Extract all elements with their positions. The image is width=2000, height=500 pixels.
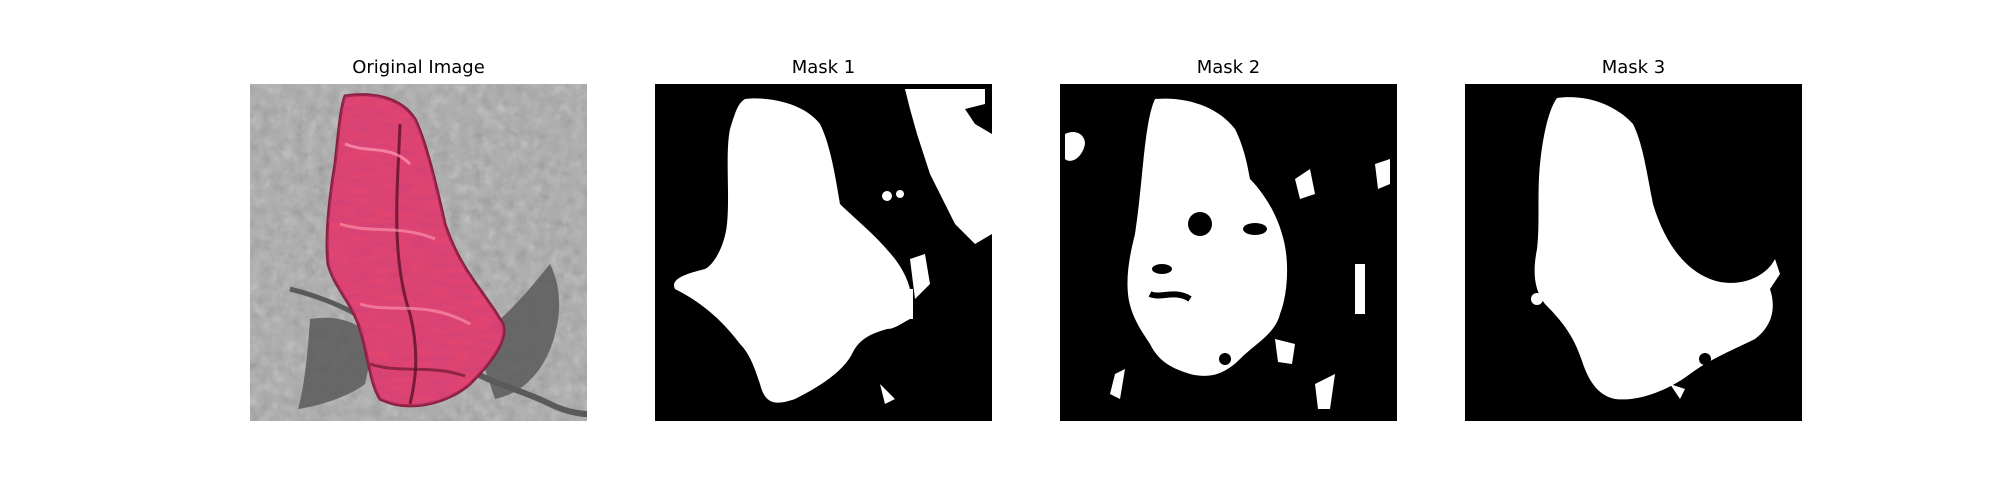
panel-title: Mask 2 [1196, 57, 1261, 78]
mask-1-image [655, 84, 992, 421]
mask-3-image [1465, 84, 1802, 421]
mask-2-image [1060, 84, 1397, 421]
panel-title: Mask 1 [791, 57, 856, 78]
panel-title: Mask 3 [1601, 57, 1666, 78]
original-image [250, 84, 587, 421]
panel-title: Original Image [352, 57, 485, 78]
